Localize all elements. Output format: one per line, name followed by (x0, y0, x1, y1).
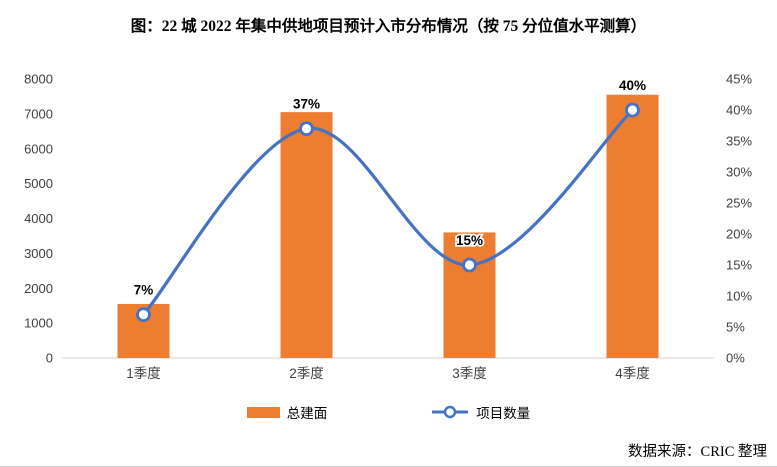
right-axis-tick-label: 30% (726, 165, 752, 180)
right-axis-tick-label: 5% (726, 320, 745, 335)
x-axis-category-label: 1季度 (126, 366, 161, 381)
x-axis-category-label: 3季度 (452, 366, 487, 381)
source-note: 数据来源：CRIC 整理 (628, 444, 767, 460)
line-marker (299, 121, 314, 136)
chart-legend: 总建面 项目数量 (0, 402, 777, 422)
right-axis-tick-label: 10% (726, 289, 752, 304)
right-axis-tick-label: 0% (726, 351, 745, 366)
line-marker (136, 307, 151, 323)
bar (606, 94, 659, 358)
data-label: 7% (134, 283, 154, 298)
chart-title: 图：22 城 2022 年集中供地项目预计入市分布情况（按 75 分位值水平测算… (130, 18, 647, 35)
bar (443, 232, 496, 358)
left-axis-tick-label: 1000 (24, 316, 53, 331)
line-series (141, 108, 635, 317)
left-axis-tick-label: 3000 (24, 246, 53, 261)
left-axis-tick-label: 0 (46, 351, 53, 366)
right-axis-tick-label: 15% (726, 258, 752, 273)
bar-swatch-icon (246, 406, 280, 418)
line-marker-icon (432, 405, 469, 419)
left-axis-tick-label: 6000 (24, 141, 53, 156)
legend-label-bar-series: 总建面 (286, 406, 328, 421)
data-label: 37% (293, 97, 320, 112)
right-axis-tick-label: 20% (726, 227, 752, 242)
left-axis-tick-label: 2000 (24, 281, 53, 296)
legend-item-bar-series: 总建面 (246, 402, 328, 422)
left-axis-tick-label: 7000 (24, 106, 53, 121)
left-axis-tick-label: 8000 (24, 72, 53, 87)
legend-label-line-series: 项目数量 (476, 406, 531, 421)
bar (280, 112, 333, 358)
left-axis-tick-label: 5000 (24, 176, 53, 191)
line-marker (462, 257, 477, 273)
x-axis-category-label: 2季度 (289, 366, 324, 381)
left-axis-tick-label: 4000 (24, 211, 53, 226)
x-axis-category-label: 4季度 (615, 366, 650, 381)
data-label: 15% (456, 233, 483, 248)
plot-area: 0 1000 2000 3000 4000 5000 6000 7000 8000 0% 5% 10%… (24, 72, 752, 382)
data-label: 40% (619, 78, 646, 93)
legend-item-line-series: 项目数量 (431, 402, 530, 422)
right-axis-tick-label: 35% (726, 134, 752, 149)
right-axis-tick-label: 25% (726, 196, 752, 211)
right-axis-tick-label: 40% (726, 103, 752, 118)
line-marker (625, 102, 640, 118)
right-axis-tick-label: 45% (726, 72, 752, 87)
